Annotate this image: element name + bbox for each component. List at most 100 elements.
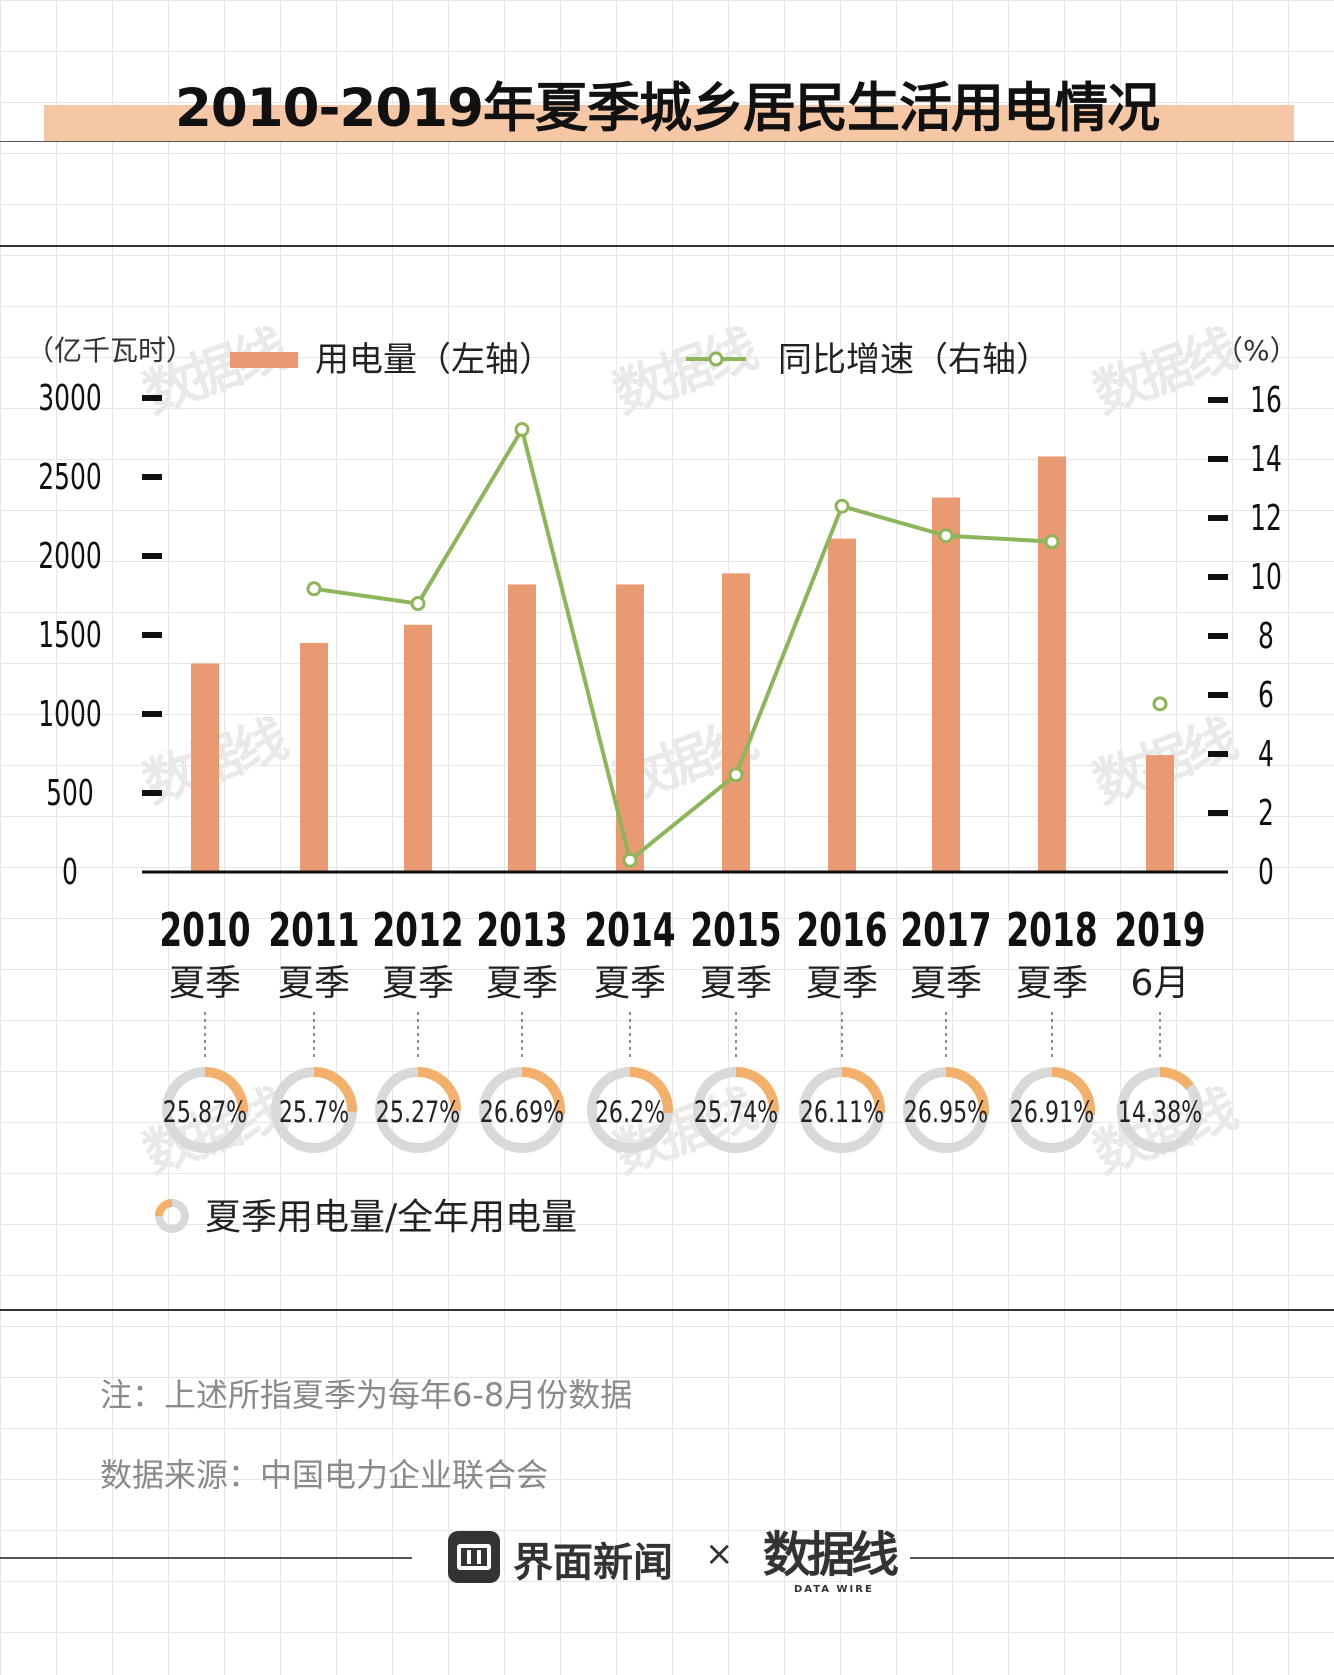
share-arc bbox=[521, 1067, 565, 1115]
bar bbox=[722, 573, 750, 872]
share-legend-arc bbox=[155, 1199, 173, 1217]
line-point bbox=[938, 528, 954, 544]
share-label: 26.95% bbox=[904, 1096, 988, 1130]
line-segment bbox=[520, 429, 632, 861]
chart-title: 2010-2019年夏季城乡居民生活用电情况 bbox=[174, 78, 1160, 139]
right-tick-label: 10 bbox=[1250, 558, 1282, 598]
jiemian-logo-icon bbox=[448, 1531, 500, 1583]
left-tick-mark bbox=[142, 553, 162, 559]
bar bbox=[1038, 456, 1066, 872]
line-segment bbox=[734, 505, 844, 776]
share-arc bbox=[735, 1067, 779, 1112]
right-tick-mark bbox=[1208, 810, 1228, 816]
left-tick-mark bbox=[142, 790, 162, 796]
x-tick-sub: 夏季 bbox=[594, 963, 666, 1004]
jiemian-brand: 界面新闻 bbox=[513, 1540, 673, 1586]
brand-separator: × bbox=[705, 1534, 734, 1574]
share-legend-label: 夏季用电量/全年用电量 bbox=[205, 1197, 577, 1238]
bar bbox=[828, 538, 856, 872]
bar bbox=[300, 642, 328, 872]
x-tick-year: 2016 bbox=[796, 905, 887, 958]
right-tick-label: 6 bbox=[1258, 676, 1274, 716]
share-arc bbox=[313, 1067, 357, 1112]
x-tick-sub: 夏季 bbox=[806, 963, 878, 1004]
x-tick-year: 2011 bbox=[268, 905, 359, 958]
x-tick-sub: 夏季 bbox=[486, 963, 558, 1004]
right-axis-unit: （%） bbox=[1215, 334, 1298, 367]
left-tick-label: 0 bbox=[62, 853, 78, 893]
share-label: 26.11% bbox=[800, 1096, 884, 1130]
right-tick-label: 4 bbox=[1258, 735, 1274, 775]
share-arc bbox=[1159, 1067, 1194, 1090]
right-tick-mark bbox=[1208, 692, 1228, 698]
divider-top bbox=[0, 245, 1334, 247]
line-point bbox=[1152, 696, 1168, 712]
x-tick-year: 2017 bbox=[900, 905, 991, 958]
share-label: 14.38% bbox=[1118, 1096, 1202, 1130]
line-segment bbox=[841, 504, 947, 538]
right-tick-label: 12 bbox=[1250, 499, 1282, 539]
left-tick-label: 500 bbox=[46, 774, 94, 814]
x-tick-year: 2019 bbox=[1114, 905, 1205, 958]
right-tick-mark bbox=[1208, 515, 1228, 521]
line-segment bbox=[628, 773, 738, 862]
brand-rule-left bbox=[0, 1557, 412, 1559]
bar bbox=[1146, 755, 1174, 872]
share-label: 26.91% bbox=[1010, 1096, 1094, 1130]
x-tick-sub: 夏季 bbox=[910, 963, 982, 1004]
shujuxian-brand-sub: DATA WIRE bbox=[794, 1584, 874, 1595]
right-tick-label: 2 bbox=[1258, 794, 1274, 834]
legend-line-marker bbox=[708, 351, 724, 367]
left-axis-unit: （亿千瓦时） bbox=[26, 334, 194, 367]
share-label: 25.87% bbox=[163, 1096, 247, 1130]
x-tick-sub: 夏季 bbox=[278, 963, 350, 1004]
x-tick-sub: 夏季 bbox=[700, 963, 772, 1004]
bar bbox=[191, 663, 219, 872]
shujuxian-brand: 数据线 bbox=[763, 1527, 899, 1583]
left-tick-label: 3000 bbox=[38, 379, 101, 419]
share-arc bbox=[841, 1067, 885, 1113]
legend-line-label: 同比增速（右轴） bbox=[778, 340, 1050, 380]
right-tick-label: 16 bbox=[1250, 381, 1282, 421]
share-arc bbox=[417, 1067, 461, 1111]
x-tick-year: 2014 bbox=[584, 905, 675, 958]
right-tick-mark bbox=[1208, 456, 1228, 462]
share-label: 26.2% bbox=[595, 1096, 665, 1130]
title-highlight bbox=[44, 105, 1294, 141]
bar bbox=[404, 624, 432, 872]
share-label: 25.74% bbox=[694, 1096, 778, 1130]
brand-rule-right bbox=[910, 1557, 1334, 1559]
x-tick-sub: 6月 bbox=[1131, 963, 1190, 1004]
share-arc bbox=[945, 1067, 989, 1116]
left-tick-mark bbox=[142, 395, 162, 401]
x-tick-sub: 夏季 bbox=[1016, 963, 1088, 1004]
share-arc bbox=[1051, 1067, 1095, 1116]
line-segment bbox=[313, 586, 419, 606]
x-tick-year: 2013 bbox=[476, 905, 567, 958]
chart: （亿千瓦时） （%） 用电量（左轴） 同比增速（右轴） 0 500 1000 1500 2000… bbox=[26, 334, 1298, 1238]
right-tick-mark bbox=[1208, 397, 1228, 403]
left-tick-label: 1000 bbox=[38, 695, 101, 735]
x-tick-sub: 夏季 bbox=[382, 963, 454, 1004]
line-point bbox=[834, 498, 850, 514]
x-tick-year: 2018 bbox=[1006, 905, 1097, 958]
line-point bbox=[514, 422, 530, 437]
left-tick-label: 1500 bbox=[38, 616, 101, 656]
footnote: 注：上述所指夏季为每年6-8月份数据 bbox=[100, 1376, 633, 1414]
line-point bbox=[306, 581, 322, 597]
x-tick-year: 2012 bbox=[372, 905, 463, 958]
x-tick-sub: 夏季 bbox=[169, 963, 241, 1004]
legend-bar-swatch bbox=[230, 352, 298, 368]
share-label: 26.69% bbox=[480, 1096, 564, 1130]
share-arc bbox=[204, 1067, 248, 1113]
left-tick-mark bbox=[142, 474, 162, 480]
divider-bottom bbox=[0, 1309, 1334, 1311]
data-source: 数据来源：中国电力企业联合会 bbox=[100, 1456, 549, 1494]
right-tick-mark bbox=[1208, 751, 1228, 757]
line-segment bbox=[945, 533, 1053, 544]
line-segment bbox=[416, 428, 524, 605]
right-tick-mark bbox=[1208, 574, 1228, 580]
left-tick-mark bbox=[142, 711, 162, 717]
left-tick-mark bbox=[142, 632, 162, 638]
line-point bbox=[1044, 534, 1060, 550]
